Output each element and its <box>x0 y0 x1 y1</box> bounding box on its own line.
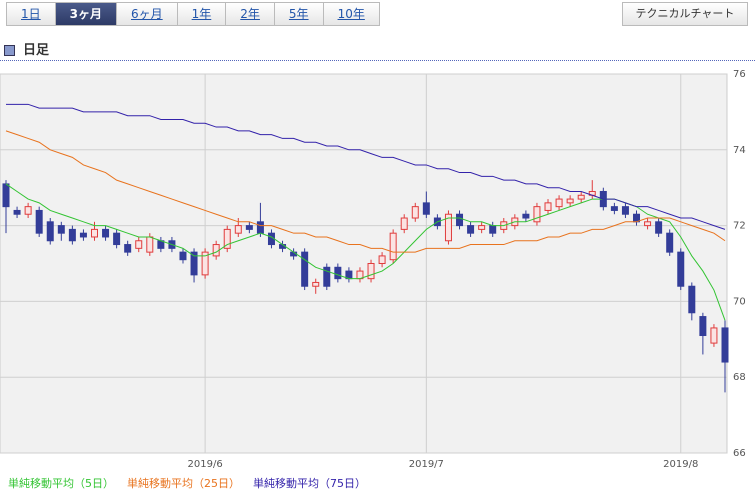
candle-body <box>102 228 110 238</box>
moving-average-line <box>6 103 726 230</box>
candle-body <box>90 228 98 238</box>
candle-body <box>135 240 143 249</box>
icon <box>4 45 15 56</box>
candle-body <box>223 228 231 249</box>
section-header: 日足 <box>4 39 49 58</box>
tab[interactable]: 3ヶ月 <box>54 2 117 26</box>
candle-body <box>13 209 21 215</box>
candle-body <box>256 221 264 234</box>
section-title: 日足 <box>23 43 50 58</box>
tab[interactable]: 6ヶ月 <box>116 2 178 26</box>
candle-body <box>699 316 707 337</box>
candle-body <box>400 217 408 230</box>
candle-body <box>57 225 65 234</box>
candle-body <box>201 251 209 276</box>
x-tick-label: 2019/7 <box>409 459 444 470</box>
candle-body <box>68 228 76 242</box>
candle-body <box>245 225 253 230</box>
candle-body <box>146 236 154 253</box>
candle-body <box>24 206 32 215</box>
candle-body <box>666 232 674 253</box>
candle-body <box>301 251 309 287</box>
candle-body <box>621 206 629 215</box>
candle-body <box>489 225 497 234</box>
candle-body <box>610 206 618 211</box>
candle-body <box>577 194 585 200</box>
candle-body <box>456 213 464 227</box>
candle-body <box>644 221 652 227</box>
candle-body <box>234 225 242 234</box>
legend-entry: 単純移動平均（75日） <box>253 476 366 490</box>
candle-body <box>721 327 729 363</box>
y-tick-label: 66 <box>733 448 746 459</box>
candle-body <box>411 206 419 219</box>
candle-body <box>467 225 475 234</box>
candle-body <box>655 221 663 234</box>
candle-body <box>46 221 54 242</box>
candle-body <box>190 251 198 276</box>
divider <box>0 60 755 61</box>
candle-body <box>323 266 331 287</box>
candle-body <box>367 263 375 280</box>
candle-body <box>533 206 541 223</box>
tab[interactable]: 10年 <box>322 2 380 26</box>
candle-body <box>124 244 132 253</box>
x-tick-label: 2019/6 <box>188 459 223 470</box>
plot-area <box>0 73 728 454</box>
candle-body <box>378 255 386 264</box>
candle-body <box>389 232 397 261</box>
candle-body <box>555 198 563 208</box>
candle-body <box>35 209 43 234</box>
candle-body <box>113 232 121 246</box>
candle-body <box>312 281 320 287</box>
candle-body <box>522 213 530 219</box>
y-tick-label: 76 <box>733 69 746 80</box>
y-tick-label: 70 <box>733 296 746 307</box>
candle-body <box>334 266 342 280</box>
y-tick-label: 68 <box>733 372 746 383</box>
moving-average-line <box>5 130 726 253</box>
candle-body <box>2 183 10 208</box>
legend-entry: 単純移動平均（25日） <box>127 476 240 490</box>
candle-body <box>444 213 452 242</box>
x-tick-label: 2019/8 <box>663 459 698 470</box>
y-tick-label: 74 <box>733 145 746 156</box>
candle-body <box>544 202 552 211</box>
candle-body <box>710 327 718 344</box>
candle-body <box>566 198 574 204</box>
candle-body <box>422 202 430 215</box>
candle-body <box>79 232 87 238</box>
candle-body <box>677 251 685 287</box>
tab[interactable]: 2年 <box>225 2 275 26</box>
candle-body <box>688 285 696 314</box>
legend-entry: 単純移動平均（5日） <box>8 476 114 490</box>
candle-body <box>179 251 187 261</box>
period-tabs: 1日 3ヶ月 6ヶ月 1年 2年 5年 10年 <box>6 2 380 26</box>
tab[interactable]: 1日 <box>6 2 56 26</box>
candle-body <box>478 225 486 230</box>
technical-chart-button[interactable]: テクニカルチャート <box>622 2 748 26</box>
y-tick-label: 72 <box>733 221 746 232</box>
button-label: テクニカルチャート <box>635 7 735 20</box>
